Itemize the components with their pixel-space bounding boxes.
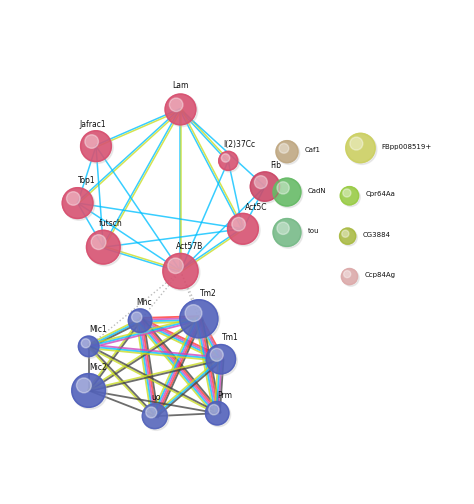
Circle shape (80, 337, 100, 358)
Circle shape (169, 98, 183, 111)
Circle shape (86, 230, 120, 264)
Circle shape (274, 220, 303, 248)
Circle shape (219, 151, 238, 170)
Circle shape (343, 189, 351, 197)
Text: CadN: CadN (308, 187, 326, 194)
Circle shape (340, 186, 359, 205)
Text: FBpp008519+: FBpp008519+ (382, 144, 432, 150)
Circle shape (62, 187, 93, 219)
Circle shape (81, 339, 90, 348)
Circle shape (132, 312, 142, 322)
Circle shape (221, 154, 230, 162)
Circle shape (165, 94, 196, 125)
Circle shape (205, 402, 229, 425)
Text: Mic2: Mic2 (89, 363, 107, 372)
Circle shape (342, 230, 349, 237)
Circle shape (81, 131, 111, 162)
Circle shape (343, 270, 359, 286)
Circle shape (185, 305, 202, 322)
Circle shape (206, 345, 236, 374)
Circle shape (164, 255, 200, 290)
Circle shape (350, 137, 363, 150)
Text: Ccp84Ag: Ccp84Ag (364, 272, 395, 278)
Text: Lam: Lam (172, 81, 189, 90)
Circle shape (232, 217, 246, 231)
Circle shape (82, 132, 113, 163)
Text: Cpr64Aa: Cpr64Aa (365, 192, 395, 197)
Circle shape (255, 176, 267, 188)
Circle shape (76, 378, 91, 393)
Circle shape (85, 135, 99, 148)
Text: tou: tou (308, 228, 319, 234)
Circle shape (168, 258, 183, 274)
Circle shape (344, 271, 351, 278)
Circle shape (273, 178, 301, 206)
Text: Jafrac1: Jafrac1 (80, 119, 106, 129)
Circle shape (207, 346, 237, 375)
Text: Tm2: Tm2 (200, 289, 217, 298)
Text: Act57B: Act57B (176, 242, 203, 251)
Text: Tm1: Tm1 (222, 333, 238, 342)
Circle shape (66, 192, 80, 205)
Text: Fib: Fib (271, 161, 282, 170)
Circle shape (346, 133, 375, 163)
Circle shape (129, 310, 154, 334)
Circle shape (277, 182, 289, 194)
Circle shape (142, 404, 167, 428)
Text: Act5C: Act5C (245, 203, 267, 212)
Circle shape (91, 235, 106, 249)
Circle shape (228, 213, 258, 244)
Text: CG3884: CG3884 (362, 232, 390, 238)
Circle shape (342, 188, 360, 207)
Text: futsch: futsch (99, 219, 123, 228)
Circle shape (210, 348, 223, 361)
Circle shape (279, 144, 289, 153)
Circle shape (73, 374, 107, 409)
Circle shape (78, 336, 99, 357)
Circle shape (128, 309, 152, 333)
Circle shape (72, 373, 106, 407)
Circle shape (273, 219, 301, 246)
Text: Mlc1: Mlc1 (89, 325, 107, 334)
Text: Mhc: Mhc (136, 298, 152, 307)
Circle shape (64, 189, 95, 220)
Circle shape (180, 300, 218, 338)
Circle shape (88, 231, 122, 266)
Text: I(2)37Cc: I(2)37Cc (223, 140, 255, 149)
Circle shape (251, 173, 282, 203)
Circle shape (341, 229, 357, 246)
Circle shape (250, 172, 280, 201)
Text: uo: uo (152, 393, 161, 402)
Circle shape (209, 405, 219, 415)
Text: Caf1: Caf1 (305, 147, 320, 153)
Circle shape (347, 135, 377, 164)
Circle shape (277, 222, 289, 234)
Circle shape (276, 141, 298, 163)
Circle shape (228, 215, 260, 246)
Circle shape (166, 95, 198, 127)
Circle shape (277, 142, 300, 164)
Circle shape (181, 301, 220, 340)
Text: Top1: Top1 (78, 176, 96, 185)
Circle shape (163, 254, 198, 289)
Circle shape (220, 153, 239, 172)
Circle shape (341, 269, 357, 285)
Circle shape (207, 403, 231, 427)
Circle shape (274, 179, 303, 208)
Circle shape (339, 228, 356, 244)
Text: Prm: Prm (217, 391, 232, 400)
Circle shape (144, 405, 169, 430)
Circle shape (146, 407, 157, 418)
